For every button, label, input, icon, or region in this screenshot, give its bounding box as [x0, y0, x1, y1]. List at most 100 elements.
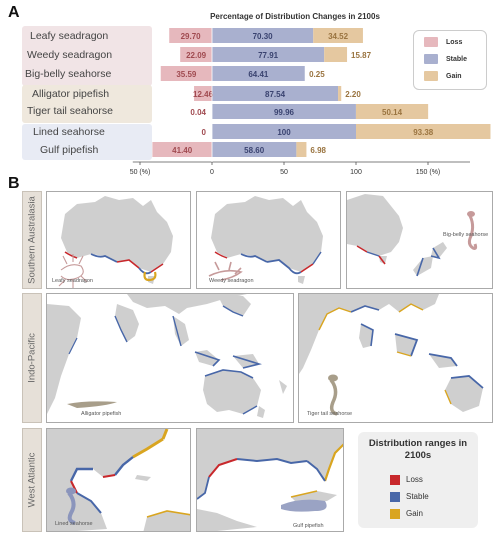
- gulf-pipefish-icon: [281, 499, 327, 512]
- bar-gain-alligator-pipefish: [338, 86, 342, 101]
- bar-chart: 29.70 70.30 34.52 22.09 77.91 15.87 35.59 64.41…: [130, 26, 491, 176]
- label-gain-leafy-seadragon: 34.52: [328, 32, 349, 41]
- map-caption-alligator: Alligator pipefish: [81, 411, 122, 417]
- x-tick-label: 100: [350, 169, 362, 176]
- bar-stable-alligator-pipefish: [212, 86, 339, 101]
- bar-loss-big-belly-seahorse: [160, 66, 212, 81]
- region-label-australasia: Southern Australasia: [26, 196, 38, 284]
- legend-label-gain: Gain: [446, 73, 462, 80]
- map-caption-bigbelly: Big-belly seahorse: [443, 232, 489, 238]
- map-caption-lined: Lined seahorse: [55, 521, 93, 527]
- label-gain-alligator-pipefish: 2.20: [345, 90, 361, 99]
- dist-swatch-stable: [390, 492, 400, 502]
- group-box-australasia: [22, 26, 152, 86]
- label-gain-lined-seahorse: 93.38: [413, 128, 434, 137]
- weedy-seadragon-icon: [208, 261, 243, 281]
- species-label-lined: Lined seahorse: [33, 126, 105, 138]
- lined-seahorse-icon: [66, 487, 76, 525]
- label-stable-alligator-pipefish: 87.54: [265, 90, 286, 99]
- dist-label-stable: Stable: [406, 492, 429, 501]
- bar-gain-tiger-tail-seahorse: [355, 104, 429, 119]
- bar-gain-gulf-pipefish: [296, 142, 307, 157]
- x-tick-label: 50: [280, 169, 288, 176]
- map-alligator-pipefish: Alligator pipefish: [46, 293, 294, 423]
- dist-legend-loss: Loss: [390, 474, 423, 486]
- chart-legend: Loss Stable Gain: [413, 30, 487, 90]
- label-loss-leafy-seadragon: 29.70: [181, 32, 202, 41]
- map-leafy-seadragon: Leafy seadragon: [46, 191, 191, 289]
- region-label-indopacific: Indo-Pacific: [26, 333, 38, 383]
- legend-item-stable: Stable: [424, 54, 467, 66]
- label-loss-gulf-pipefish: 41.40: [172, 146, 193, 155]
- legend-label-loss: Loss: [446, 39, 463, 46]
- label-loss-weedy-seadragon: 22.09: [186, 51, 207, 60]
- x-tick-label: 0: [210, 169, 214, 176]
- alligator-pipefish-icon: [67, 401, 117, 408]
- map-caption-weedy: Weedy seadragon: [209, 278, 254, 284]
- region-strip-indopacific: Indo-Pacific: [22, 293, 42, 423]
- label-stable-big-belly-seahorse: 64.41: [248, 70, 269, 79]
- legend-item-gain: Gain: [424, 71, 462, 83]
- bar-stable-leafy-seadragon: [212, 28, 314, 43]
- map-weedy-seadragon: Weedy seadragon: [196, 191, 341, 289]
- label-loss-tiger-tail-seahorse: 0.04: [190, 108, 206, 117]
- x-tick-label: 50 (%): [130, 169, 151, 176]
- species-label-gulf: Gulf pipefish: [40, 144, 99, 156]
- bar-stable-lined-seahorse: [212, 124, 356, 139]
- label-loss-alligator-pipefish: 12.46: [193, 90, 214, 99]
- legend-label-stable: Stable: [446, 56, 468, 63]
- label-stable-leafy-seadragon: 70.30: [253, 32, 274, 41]
- dist-legend-stable: Stable: [390, 491, 429, 503]
- chart-title: Percentage of Distribution Changes in 21…: [210, 12, 380, 21]
- distribution-legend-title: Distribution ranges in 2100s: [368, 438, 468, 461]
- map-caption-leafy: Leafy seadragon: [52, 278, 93, 284]
- dist-label-gain: Gain: [406, 509, 423, 518]
- bar-gain-weedy-seadragon: [324, 47, 348, 62]
- legend-item-loss: Loss: [424, 37, 462, 49]
- bar-loss-gulf-pipefish: [152, 142, 212, 157]
- dist-legend-gain: Gain: [390, 508, 423, 520]
- label-gain-tiger-tail-seahorse: 50.14: [382, 108, 403, 117]
- map-tiger-tail-seahorse: Tiger tail seahorse: [298, 293, 493, 423]
- species-label-leafy: Leafy seadragon: [30, 30, 109, 42]
- species-label-tiger: Tiger tail seahorse: [27, 105, 113, 117]
- legend-swatch-stable: [424, 54, 438, 65]
- label-loss-big-belly-seahorse: 35.59: [176, 70, 197, 79]
- species-label-bigbelly: Big-belly seahorse: [25, 68, 112, 80]
- map-caption-gulf: Gulf pipefish: [293, 523, 324, 529]
- bar-stable-big-belly-seahorse: [212, 66, 305, 81]
- legend-swatch-loss: [424, 37, 438, 48]
- label-stable-tiger-tail-seahorse: 99.96: [274, 108, 295, 117]
- species-label-alligator: Alligator pipefish: [32, 88, 110, 100]
- group-box-atlantic: [22, 124, 152, 160]
- dist-swatch-gain: [390, 509, 400, 519]
- bigbelly-seahorse-icon: [467, 211, 478, 250]
- map-lined-seahorse: Lined seahorse: [46, 428, 191, 532]
- dist-swatch-loss: [390, 475, 400, 485]
- tiger-tail-seahorse-icon: [328, 374, 338, 416]
- bar-gain-lined-seahorse: [356, 124, 491, 139]
- label-gain-weedy-seadragon: 15.87: [351, 51, 372, 60]
- label-stable-gulf-pipefish: 58.60: [244, 146, 265, 155]
- region-strip-atlantic: West Atlantic: [22, 428, 42, 532]
- x-tick-label: 150 (%): [416, 169, 441, 176]
- region-strip-australasia: Southern Australasia: [22, 191, 42, 289]
- bar-loss-alligator-pipefish: [194, 86, 212, 101]
- label-stable-weedy-seadragon: 77.91: [258, 51, 279, 60]
- map-caption-tiger: Tiger tail seahorse: [307, 411, 353, 417]
- leafy-seadragon-icon: [58, 254, 88, 288]
- panel-label-a: A: [8, 4, 20, 21]
- distribution-legend: Distribution ranges in 2100s Loss Stable…: [358, 432, 478, 528]
- bar-stable-weedy-seadragon: [212, 47, 325, 62]
- label-gain-gulf-pipefish: 6.98: [310, 146, 326, 155]
- dist-label-loss: Loss: [406, 475, 423, 484]
- bar-loss-weedy-seadragon: [180, 47, 212, 62]
- panel-label-b: B: [8, 175, 20, 192]
- region-label-atlantic: West Atlantic: [26, 452, 38, 508]
- map-bigbelly-seahorse: Big-belly seahorse: [346, 191, 493, 289]
- bar-loss-leafy-seadragon: [169, 28, 212, 43]
- label-gain-big-belly-seahorse: 0.25: [309, 70, 325, 79]
- group-box-indopacific: [22, 85, 152, 123]
- bar-stable-tiger-tail-seahorse: [212, 104, 356, 119]
- species-label-weedy: Weedy seadragon: [27, 49, 113, 61]
